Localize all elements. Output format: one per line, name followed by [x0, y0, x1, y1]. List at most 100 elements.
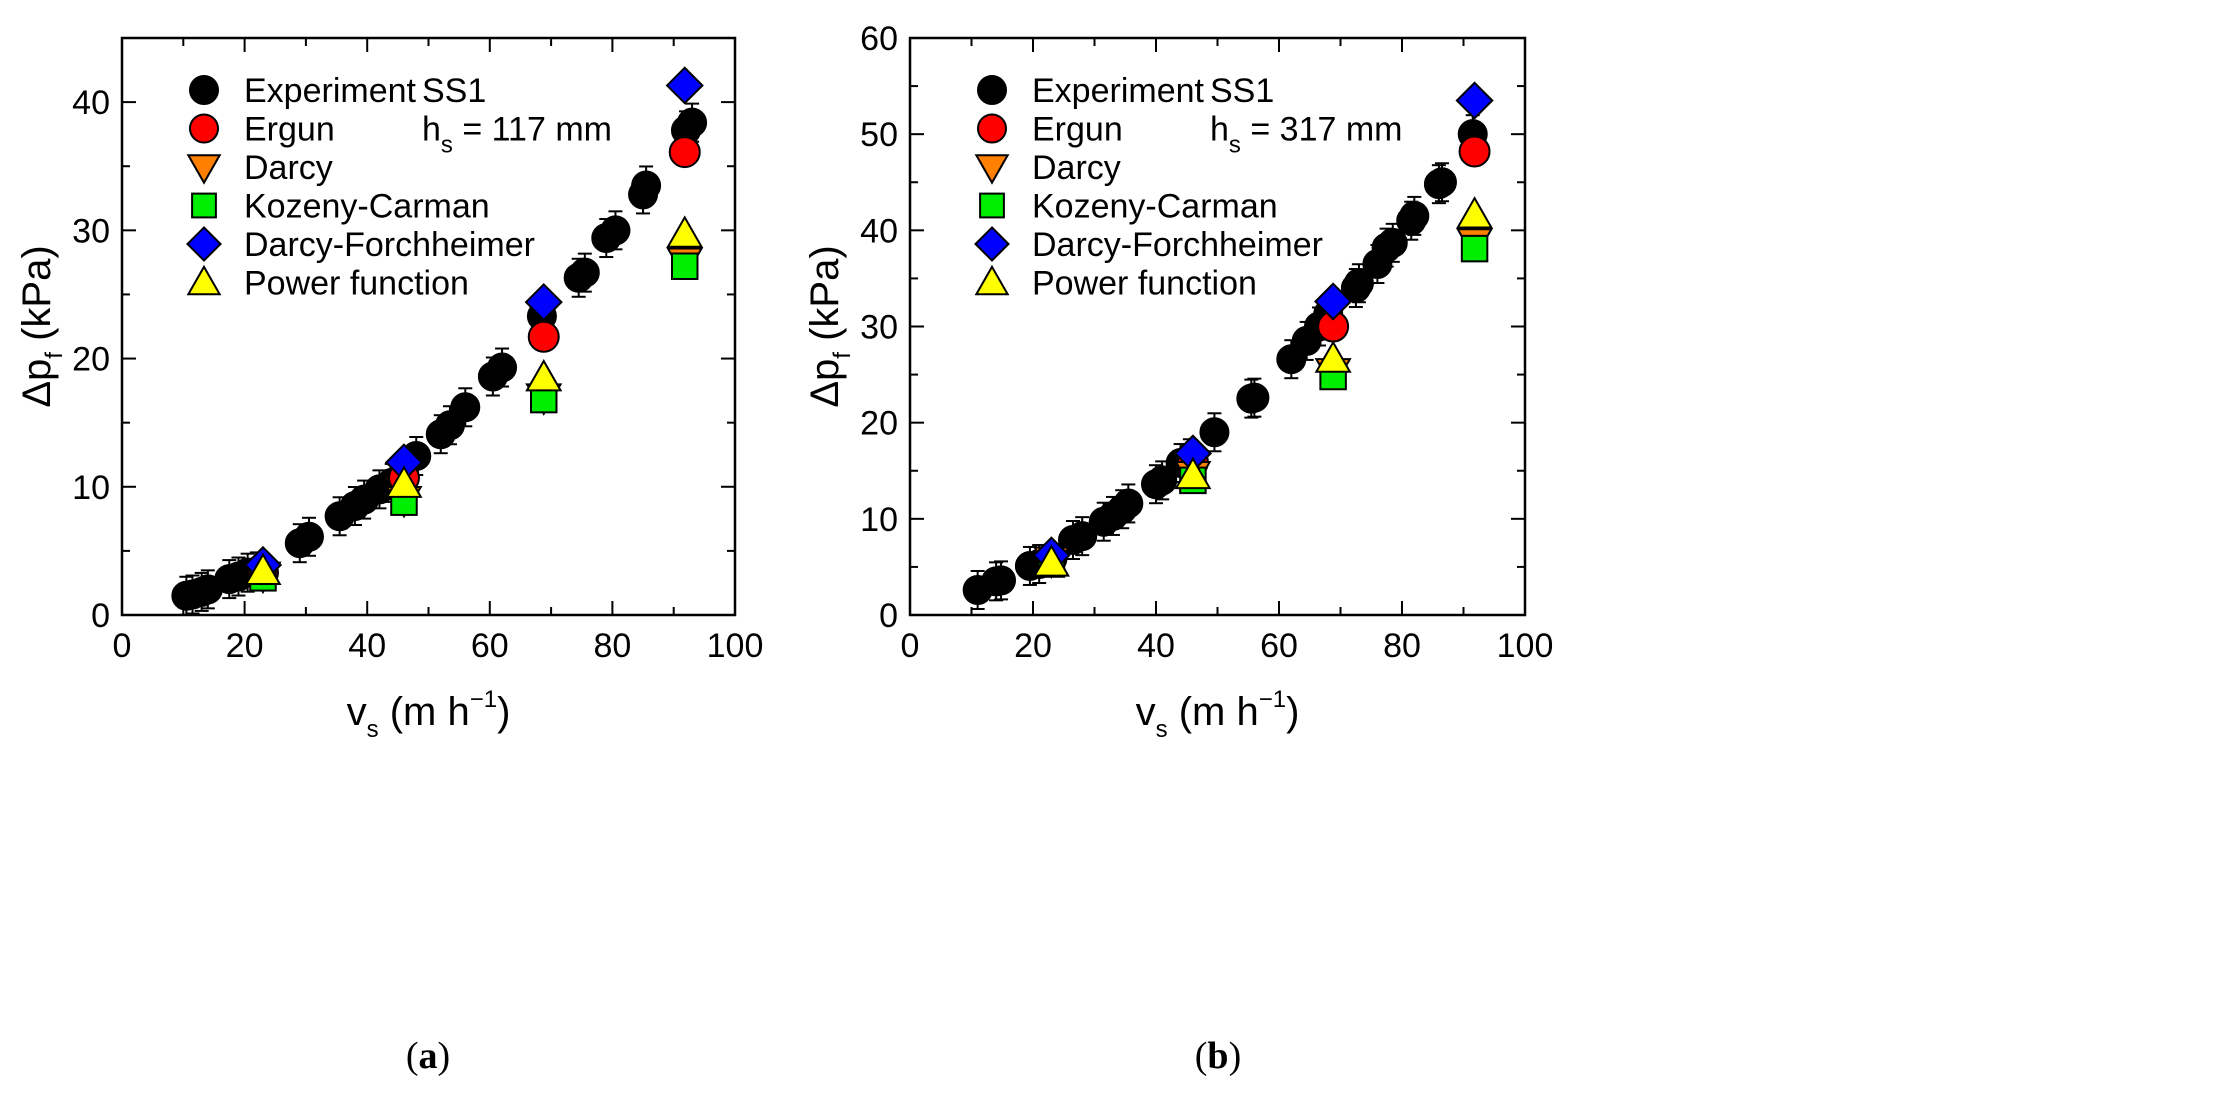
- panel-a-legend: ExperimentErgunDarcyKozeny-CarmanDarcy-F…: [186, 72, 535, 303]
- panel-a-x-tick-label: 80: [593, 627, 631, 665]
- panel-b-sample-annotation: SS1: [1210, 72, 1274, 110]
- panel-b-data: [962, 81, 1494, 610]
- panel-a-y-tick-label: 40: [72, 84, 110, 122]
- panel-b-series-power-function: [1032, 196, 1494, 577]
- data-point-experiment: [986, 565, 1017, 596]
- panel-a-y-axis-title: Δpf (kPa): [15, 245, 68, 407]
- panel-b-x-tick-label: 0: [901, 627, 920, 665]
- legend-label-darcy-forchheimer: Darcy-Forchheimer: [1032, 226, 1323, 264]
- data-point-ergun: [668, 136, 701, 169]
- legend-label-darcy: Darcy: [244, 149, 333, 187]
- legend-label-experiment: Experiment: [244, 72, 417, 110]
- data-point-experiment: [1239, 382, 1270, 413]
- panel-a-x-tick-label: 0: [113, 627, 132, 665]
- panel-b-y-tick-label: 60: [860, 20, 898, 58]
- data-point-experiment: [1147, 465, 1178, 496]
- panel-b-y-tick-label: 40: [860, 212, 898, 250]
- panel-b-x-tick-label: 100: [1497, 627, 1554, 665]
- panel-b-x-tick-label: 40: [1137, 627, 1175, 665]
- panel-b-x-tick-label: 20: [1014, 627, 1052, 665]
- data-point-experiment: [1113, 488, 1144, 519]
- panel-b-y-tick-label: 10: [860, 501, 898, 539]
- data-point-power-function: [1174, 456, 1212, 490]
- data-point-experiment: [1426, 167, 1457, 198]
- panel-a-series-power-function: [244, 215, 704, 586]
- legend-marker-ergun: [977, 113, 1007, 144]
- legend-marker-darcy-forchheimer: [186, 226, 222, 262]
- panel-a-y-tick-label: 30: [72, 212, 110, 250]
- panel-b-x-tick-label: 60: [1260, 627, 1298, 665]
- data-point-power-function: [1032, 544, 1070, 577]
- panel-a-x-tick-label: 60: [471, 627, 509, 665]
- data-point-darcy-forchheimer: [1455, 81, 1494, 120]
- panel-a-data: [171, 66, 708, 616]
- panel-b-y-tick-label: 0: [879, 597, 898, 635]
- panel-b-height-annotation: hs = 317 mm: [1210, 111, 1403, 159]
- legend-marker-ergun: [189, 113, 219, 144]
- panel-b-x-tick-label: 80: [1383, 627, 1421, 665]
- panel-a-sample-annotation: SS1: [422, 72, 486, 110]
- data-point-experiment: [487, 352, 518, 383]
- legend-label-kozeny-carman: Kozeny-Carman: [1032, 188, 1278, 226]
- data-point-experiment: [1399, 200, 1430, 231]
- panel-a: 0 20 40 60 80 100 0 10 20 30 40 vs (m h−1) Δpf (kPa)…: [15, 36, 764, 1077]
- panel-b-x-axis-title: vs (m h−1): [1136, 686, 1300, 743]
- data-point-power-function: [1314, 340, 1352, 373]
- data-point-experiment: [631, 170, 662, 201]
- data-point-experiment: [600, 215, 631, 246]
- panel-a-label: (a): [406, 1035, 450, 1077]
- legend-marker-kozeny-carman: [191, 192, 217, 219]
- data-point-kozeny-carman: [670, 252, 699, 280]
- data-point-darcy-forchheimer: [665, 66, 704, 105]
- panel-a-x-tick-label: 20: [226, 627, 264, 665]
- legend-label-ergun: Ergun: [1032, 111, 1123, 149]
- data-point-experiment: [1199, 417, 1230, 448]
- legend-marker-kozeny-carman: [979, 192, 1005, 219]
- legend-label-darcy: Darcy: [1032, 149, 1121, 187]
- data-point-power-function: [666, 215, 704, 248]
- legend-marker-experiment: [189, 75, 219, 105]
- panel-b: 0 20 40 60 80 100 0 10 20 30 40 50 60 vs (m h−1) Δpf (…: [803, 20, 1553, 1077]
- panel-a-y-tick-label: 10: [72, 469, 110, 507]
- data-point-ergun: [527, 320, 560, 353]
- data-point-power-function: [244, 552, 282, 586]
- panel-a-y-tick-label: 20: [72, 341, 110, 379]
- data-point-experiment: [677, 107, 708, 138]
- panel-b-label: (b): [1195, 1035, 1241, 1077]
- legend-label-ergun: Ergun: [244, 111, 335, 149]
- data-point-experiment: [1377, 227, 1408, 258]
- panel-b-y-tick-label: 20: [860, 405, 898, 443]
- data-point-darcy-forchheimer: [1314, 282, 1353, 321]
- legend-label-experiment: Experiment: [1032, 72, 1205, 110]
- data-point-power-function: [385, 465, 423, 498]
- legend-label-power-function: Power function: [244, 265, 469, 303]
- panel-b-y-tick-label: 50: [860, 116, 898, 154]
- data-point-power-function: [1456, 196, 1494, 229]
- panel-b-series-darcy-forchheimer: [1032, 81, 1494, 575]
- panel-b-y-axis-title: Δpf (kPa): [803, 245, 856, 407]
- data-point-power-function: [525, 358, 563, 392]
- legend-label-kozeny-carman: Kozeny-Carman: [244, 188, 490, 226]
- panel-a-x-tick-label: 100: [707, 627, 764, 665]
- data-point-experiment: [1067, 521, 1098, 552]
- panel-a-series-darcy-forchheimer: [243, 66, 704, 585]
- data-point-experiment: [450, 392, 481, 423]
- panel-a-x-tick-label: 40: [348, 627, 386, 665]
- legend-marker-darcy: [974, 154, 1010, 185]
- legend-marker-darcy: [186, 154, 222, 185]
- data-point-experiment: [569, 257, 600, 288]
- data-point-experiment: [293, 521, 324, 552]
- legend-label-power-function: Power function: [1032, 265, 1257, 303]
- legend-marker-experiment: [977, 75, 1007, 105]
- legend-marker-power-function: [974, 264, 1010, 296]
- data-point-ergun: [1458, 135, 1491, 168]
- data-point-kozeny-carman: [1460, 234, 1489, 263]
- panel-a-height-annotation: hs = 117 mm: [422, 111, 612, 159]
- legend-marker-power-function: [186, 264, 222, 296]
- data-point-darcy-forchheimer: [524, 283, 563, 322]
- legend-marker-darcy-forchheimer: [974, 226, 1010, 262]
- panel-a-x-axis-title: vs (m h−1): [347, 686, 511, 743]
- panel-b-y-tick-label: 30: [860, 309, 898, 347]
- panel-a-y-tick-label: 0: [91, 597, 110, 635]
